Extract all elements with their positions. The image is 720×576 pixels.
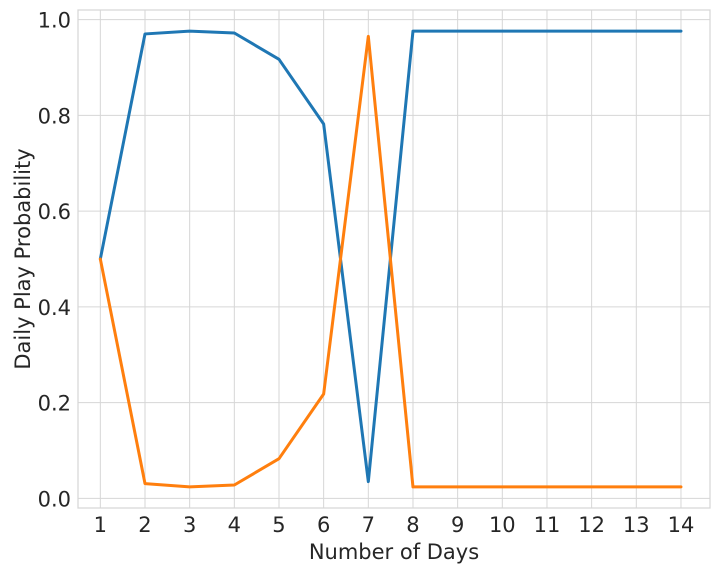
x-tick-label: 9 [451, 513, 464, 537]
y-tick-label: 0.2 [38, 392, 71, 416]
x-tick-label: 7 [362, 513, 375, 537]
x-tick-label: 12 [578, 513, 605, 537]
series-group [98, 29, 683, 489]
x-tick-label: 5 [272, 513, 285, 537]
y-tick-label: 1.0 [38, 9, 71, 33]
x-tick-label: 8 [406, 513, 419, 537]
x-tick-label: 3 [183, 513, 196, 537]
y-axis-ticks: 0.0 0.2 0.4 0.6 0.8 1.0 [38, 9, 71, 512]
x-axis-ticks: 1 2 3 4 5 6 7 8 9 10 11 12 13 14 [94, 513, 695, 537]
y-axis-title: Daily Play Probability [11, 148, 35, 369]
grid [78, 10, 710, 508]
x-tick-label: 4 [228, 513, 241, 537]
y-tick-label: 0.6 [38, 200, 71, 224]
x-tick-label: 14 [668, 513, 695, 537]
series-line-2 [98, 34, 683, 489]
x-tick-label: 2 [138, 513, 151, 537]
x-tick-label: 6 [317, 513, 330, 537]
x-tick-label: 1 [94, 513, 107, 537]
y-tick-label: 0.4 [38, 296, 71, 320]
x-tick-label: 13 [623, 513, 650, 537]
plot-frame [77, 9, 711, 509]
y-tick-label: 0.8 [38, 104, 71, 128]
x-axis-title: Number of Days [309, 540, 479, 564]
x-tick-label: 10 [489, 513, 516, 537]
x-tick-label: 11 [534, 513, 561, 537]
y-tick-label: 0.0 [38, 487, 71, 511]
